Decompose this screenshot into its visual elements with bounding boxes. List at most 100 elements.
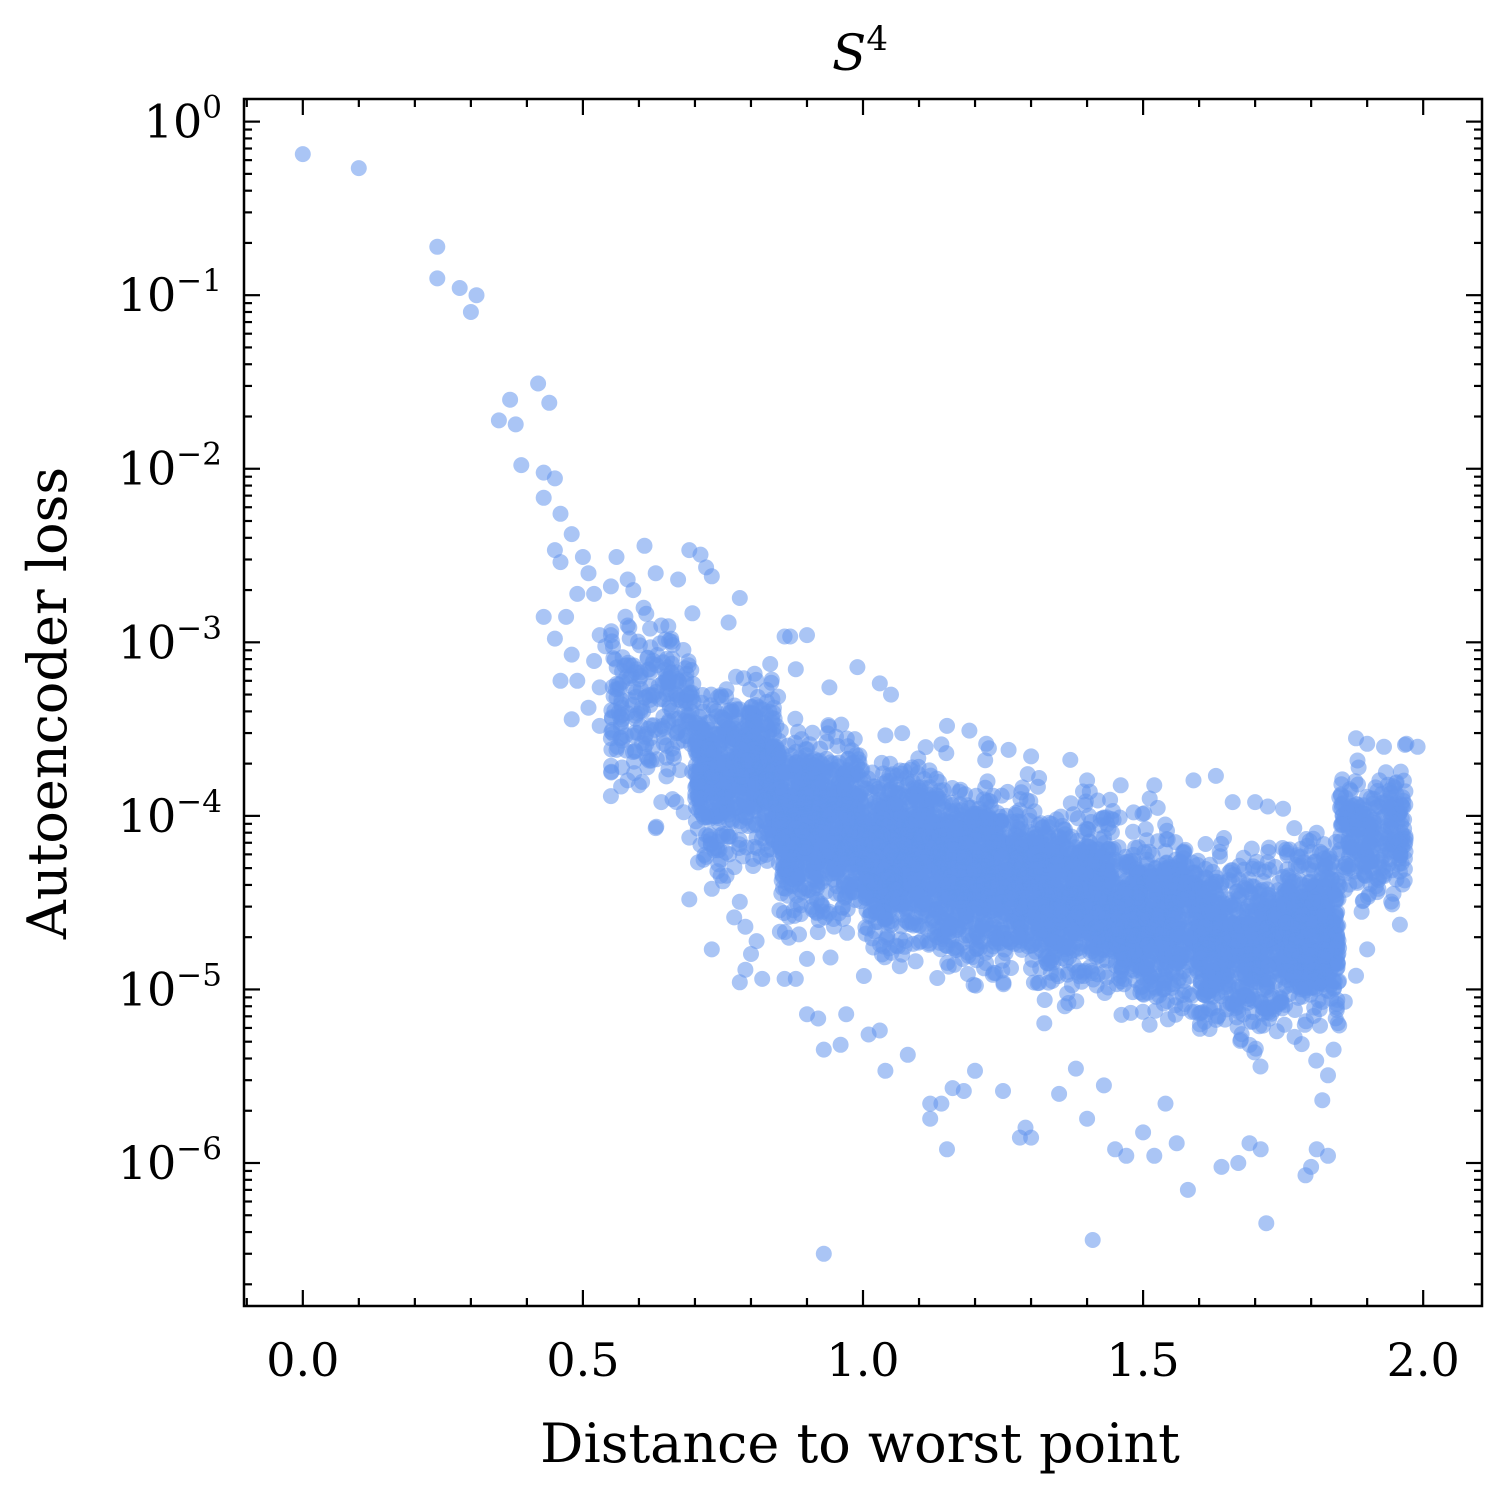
data-point bbox=[860, 770, 877, 787]
data-point bbox=[1040, 912, 1057, 929]
data-point bbox=[613, 715, 629, 731]
data-point bbox=[762, 656, 779, 672]
data-point bbox=[1111, 809, 1128, 826]
data-point bbox=[710, 689, 727, 705]
data-point bbox=[726, 799, 743, 816]
data-point bbox=[1077, 793, 1094, 810]
chart-title: S4 bbox=[832, 19, 888, 82]
data-point bbox=[884, 766, 901, 783]
data-point bbox=[876, 949, 893, 966]
data-point bbox=[614, 649, 631, 666]
data-point bbox=[726, 859, 743, 876]
data-point bbox=[797, 880, 814, 897]
data-point bbox=[784, 756, 800, 773]
data-point bbox=[1078, 845, 1095, 861]
data-point bbox=[791, 926, 807, 943]
data-point bbox=[948, 942, 965, 958]
data-point bbox=[975, 920, 992, 937]
data-point bbox=[1070, 904, 1086, 921]
data-point bbox=[1159, 993, 1175, 1010]
data-point bbox=[908, 812, 925, 829]
data-point bbox=[917, 739, 934, 756]
data-point bbox=[822, 754, 839, 771]
data-point bbox=[756, 792, 773, 809]
data-point bbox=[938, 745, 955, 762]
data-point bbox=[1113, 913, 1130, 930]
data-point bbox=[822, 788, 839, 805]
data-point bbox=[1134, 1003, 1151, 1020]
data-point bbox=[963, 808, 980, 825]
data-point bbox=[910, 765, 926, 782]
data-point bbox=[782, 801, 799, 818]
data-point bbox=[884, 866, 901, 883]
data-point bbox=[704, 769, 720, 785]
data-point bbox=[1048, 966, 1065, 982]
data-point bbox=[793, 822, 810, 839]
data-point bbox=[1127, 839, 1144, 856]
data-point bbox=[1026, 803, 1043, 820]
data-point bbox=[1164, 894, 1181, 911]
data-point bbox=[800, 808, 817, 825]
data-point bbox=[1145, 919, 1162, 936]
data-point bbox=[980, 840, 997, 856]
data-point bbox=[624, 696, 641, 713]
data-point bbox=[833, 716, 850, 733]
data-point bbox=[913, 828, 930, 845]
data-point bbox=[1060, 995, 1077, 1011]
data-point bbox=[774, 831, 791, 848]
data-point bbox=[1010, 928, 1027, 945]
data-point bbox=[627, 710, 644, 727]
data-point bbox=[1171, 854, 1188, 871]
data-point bbox=[723, 811, 740, 828]
data-point bbox=[1115, 951, 1132, 968]
data-point bbox=[694, 687, 711, 703]
data-point bbox=[843, 793, 860, 810]
data-point bbox=[894, 906, 911, 923]
data-point bbox=[820, 905, 837, 922]
data-point bbox=[913, 865, 930, 882]
data-point bbox=[621, 630, 638, 647]
data-point bbox=[1173, 946, 1190, 963]
data-point bbox=[866, 897, 883, 914]
data-point bbox=[1053, 902, 1070, 919]
data-point bbox=[1014, 779, 1031, 796]
data-point bbox=[958, 835, 975, 852]
data-point bbox=[1197, 836, 1214, 852]
data-point bbox=[908, 793, 925, 810]
data-point bbox=[720, 828, 737, 845]
data-point bbox=[957, 927, 974, 944]
data-point bbox=[773, 745, 790, 761]
data-point bbox=[803, 770, 820, 787]
data-point bbox=[740, 752, 757, 769]
data-point bbox=[715, 775, 732, 792]
data-point bbox=[940, 858, 956, 875]
data-point bbox=[1050, 828, 1067, 845]
data-point bbox=[837, 848, 854, 865]
data-point bbox=[967, 977, 984, 994]
data-point bbox=[734, 848, 751, 865]
data-point bbox=[877, 727, 894, 744]
data-point bbox=[684, 605, 701, 622]
data-point bbox=[787, 710, 804, 727]
data-point bbox=[776, 905, 792, 921]
data-point bbox=[1077, 883, 1094, 900]
data-point bbox=[908, 883, 925, 900]
data-point bbox=[1036, 1015, 1053, 1032]
data-point bbox=[874, 810, 891, 827]
data-point bbox=[671, 673, 687, 690]
data-point bbox=[1147, 980, 1164, 997]
data-point bbox=[685, 676, 702, 692]
data-point bbox=[825, 871, 842, 888]
data-point bbox=[729, 762, 746, 779]
data-point bbox=[1159, 822, 1175, 839]
data-point bbox=[868, 825, 885, 841]
data-point bbox=[1028, 861, 1044, 878]
data-point bbox=[956, 853, 973, 870]
data-point bbox=[950, 877, 967, 894]
data-point bbox=[1176, 996, 1193, 1012]
data-point bbox=[1155, 863, 1172, 880]
data-point bbox=[657, 673, 674, 690]
data-point bbox=[687, 757, 704, 774]
data-point bbox=[1076, 968, 1092, 984]
